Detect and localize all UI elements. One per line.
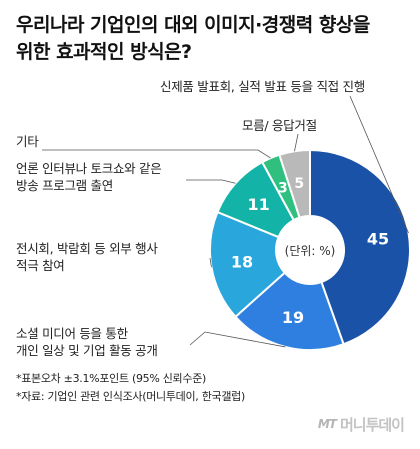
slice-label: 전시회, 박람회 등 외부 행사 적극 참여	[16, 241, 158, 273]
slice	[209, 210, 287, 319]
slice-value: 45	[367, 229, 389, 248]
leader-line	[349, 95, 409, 234]
leader-line	[294, 133, 299, 152]
sampling-error-note: *표본오차 ±3.1%포인트 (95% 신뢰수준)	[16, 372, 207, 385]
slice-label: 소셜 미디어 등을 통한 개인 일상 및 기업 활동 공개	[16, 326, 158, 358]
slice	[309, 148, 411, 346]
chart-title: 우리나라 기업인의 대외 이미지·경쟁력 향상을 위한 효과적인 방식은?	[16, 14, 370, 63]
slice	[278, 148, 311, 219]
center-label: (단위: %)	[285, 244, 336, 258]
slice-value: 5	[294, 176, 304, 192]
footnotes: *표본오차 ±3.1%포인트 (95% 신뢰수준) *자료: 기업인 관련 인식…	[16, 370, 245, 406]
leader-line	[209, 257, 212, 268]
slice-value: 3	[278, 181, 288, 197]
leader-line	[189, 331, 286, 348]
slice-label: 모름/ 응답거절	[242, 118, 317, 133]
brand-name: 머니투데이	[339, 415, 405, 434]
slice-value: 19	[282, 308, 304, 327]
slice	[234, 271, 345, 351]
slice-label: 기타	[16, 134, 39, 149]
leader-line	[186, 179, 236, 184]
brand-mt-mark: MT	[317, 417, 337, 431]
slice-label: 언론 인터뷰나 토크쇼와 같은 방송 프로그램 출연	[16, 161, 162, 193]
slice-label: 신제품 발표회, 실적 발표 등을 직접 진행	[160, 79, 365, 94]
source-note: *자료: 기업인 관련 인식조사(머니투데이, 한국갤럽)	[16, 390, 245, 403]
brand-logo: MT 머니투데이	[317, 413, 405, 435]
leader-line	[42, 149, 271, 159]
slice-value: 11	[247, 195, 269, 214]
slice-value: 18	[231, 253, 253, 272]
